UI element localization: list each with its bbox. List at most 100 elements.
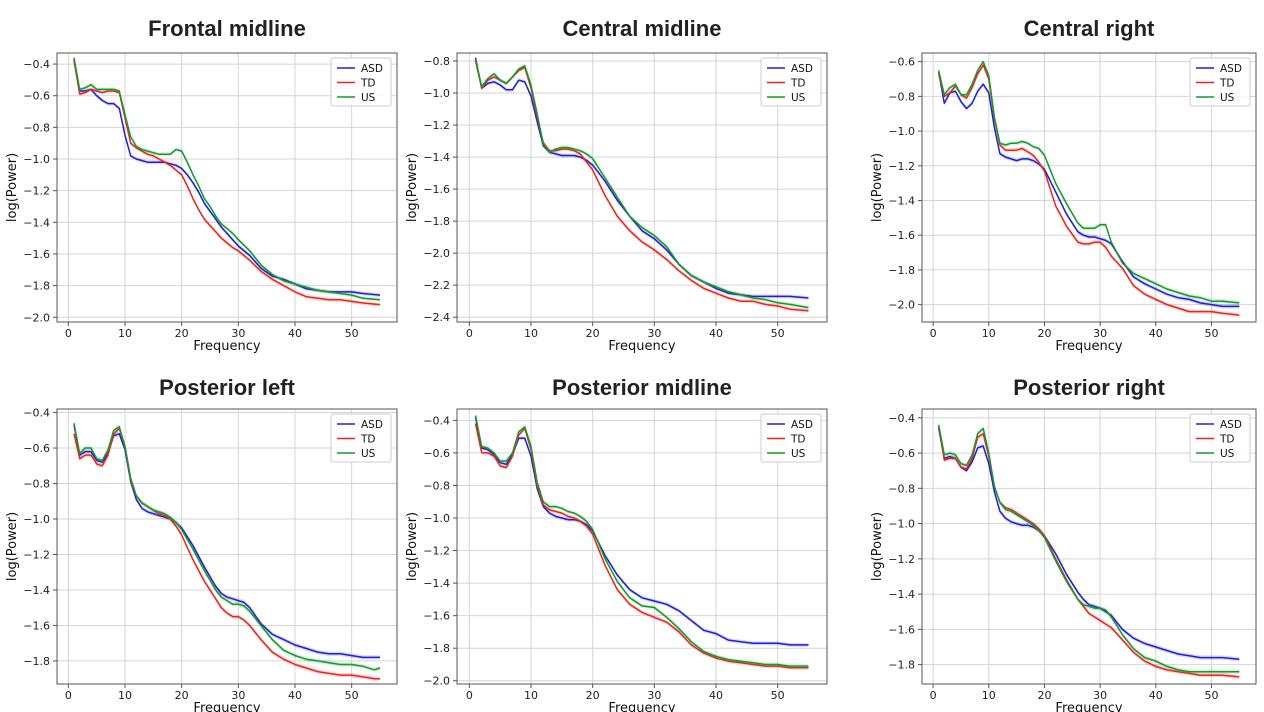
legend-box [330, 413, 392, 463]
y-tick-label: −1.4 [888, 195, 915, 208]
panel-0: Frontal midline 0 10 20 30 40 50 −2.0 −1.8 −1.6 −1… [5, 16, 398, 354]
y-tick-label: −1.4 [423, 151, 450, 164]
legend-label-asd: ASD [1220, 63, 1242, 75]
y-tick-label: −1.2 [423, 545, 450, 558]
legend-label-td: TD [790, 434, 806, 446]
y-tick-label: −0.4 [23, 407, 50, 420]
y-tick-label: −1.0 [888, 518, 915, 531]
x-tick-label: 30 [231, 689, 245, 702]
x-tick-label: 0 [466, 327, 473, 340]
legend-label-us: US [361, 448, 376, 460]
legend-label-asd: ASD [1220, 419, 1242, 431]
y-tick-label: −0.6 [23, 90, 50, 103]
x-tick-label: 40 [1149, 689, 1163, 702]
x-tick-label: 0 [466, 689, 473, 702]
y-tick-label: −1.2 [423, 119, 450, 132]
series-band-td [938, 424, 1240, 680]
legend-label-us: US [791, 92, 806, 104]
y-tick-label: −0.4 [888, 412, 915, 425]
legend-label-asd: ASD [791, 419, 813, 431]
panel-title: Posterior right [1013, 375, 1165, 400]
series-line-td [474, 60, 809, 312]
y-tick-label: −1.8 [888, 659, 915, 672]
y-axis-label: log(Power) [870, 153, 885, 222]
legend-label-td: TD [1219, 434, 1235, 446]
x-tick-label: 50 [1204, 327, 1218, 340]
x-tick-label: 30 [647, 689, 661, 702]
y-tick-label: −2.0 [423, 247, 450, 260]
y-tick-label: −1.6 [888, 229, 915, 242]
y-tick-label: −1.2 [888, 160, 915, 173]
x-tick-label: 40 [288, 327, 302, 340]
y-tick-label: −1.0 [423, 87, 450, 100]
panel-2: Central right 0 10 20 30 40 50 −2.0 −1.8 −1.6 −1.4… [870, 16, 1257, 354]
y-tick-label: −0.4 [23, 58, 50, 71]
axes-frame [56, 408, 398, 685]
y-axis-label: log(Power) [405, 153, 420, 222]
y-tick-label: −2.0 [423, 675, 450, 688]
x-axis-label: Frequency [1055, 701, 1122, 712]
y-tick-label: −2.0 [23, 311, 50, 324]
y-tick-label: −0.8 [423, 479, 450, 492]
x-tick-label: 50 [771, 689, 785, 702]
x-tick-label: 0 [65, 689, 72, 702]
y-tick-label: −1.6 [888, 623, 915, 636]
panel-title: Posterior left [159, 375, 295, 400]
y-tick-label: −0.8 [888, 90, 915, 103]
axes-frame [456, 52, 828, 323]
panel-1: Central midline 0 10 20 30 40 50 −2.4 −2.2 −2.0 −1… [405, 16, 828, 354]
x-axis-label: Frequency [193, 701, 260, 712]
axes-frame [921, 408, 1257, 685]
y-tick-label: −1.2 [23, 548, 50, 561]
y-tick-label: −0.8 [888, 482, 915, 495]
legend-box [1189, 57, 1251, 107]
x-tick-label: 30 [1093, 327, 1107, 340]
x-tick-label: 0 [930, 689, 937, 702]
series-band-td [475, 59, 809, 313]
series-line-asd [937, 428, 1240, 661]
y-tick-label: −0.4 [423, 414, 450, 427]
x-tick-label: 20 [586, 689, 600, 702]
legend-box [760, 57, 822, 107]
x-axis-label: Frequency [1055, 339, 1122, 354]
y-tick-label: −1.4 [888, 588, 915, 601]
y-tick-label: −0.6 [423, 447, 450, 460]
legend-label-us: US [1220, 448, 1235, 460]
x-tick-label: 0 [930, 327, 937, 340]
axes-frame [456, 408, 828, 685]
y-tick-label: −0.6 [888, 447, 915, 460]
y-tick-label: −1.0 [888, 125, 915, 138]
y-tick-label: −1.0 [423, 512, 450, 525]
x-tick-label: 30 [231, 327, 245, 340]
series-band-us [475, 57, 809, 310]
y-tick-label: −0.8 [23, 121, 50, 134]
series-line-td [73, 60, 381, 306]
y-tick-label: −2.2 [423, 279, 450, 292]
legend-label-us: US [361, 92, 376, 104]
x-tick-label: 20 [1037, 689, 1051, 702]
y-tick-label: −1.8 [23, 655, 50, 668]
series-band-td [475, 421, 809, 670]
panel-title: Posterior midline [552, 375, 732, 400]
y-tick-label: −2.0 [888, 299, 915, 312]
panel-4: Posterior midline 0 10 20 30 40 50 −2.0 −1.8 −1.6… [405, 375, 828, 712]
series-line-td [474, 423, 809, 669]
series-line-us [937, 60, 1240, 304]
panel-title: Frontal midline [148, 16, 306, 41]
panel-title: Central midline [563, 16, 722, 41]
axes-frame [56, 52, 398, 323]
panel-5: Posterior right 0 10 20 30 40 50 −1.8 −1.6 −1.4 −1… [870, 375, 1257, 712]
x-tick-label: 10 [524, 327, 538, 340]
y-tick-label: −1.8 [888, 264, 915, 277]
series-line-asd [474, 57, 809, 299]
series-line-us [474, 59, 809, 309]
x-tick-label: 20 [175, 327, 189, 340]
panel-3: Posterior left 0 10 20 30 40 50 −1.8 −1.6 −1.4 −1.… [5, 375, 398, 712]
series-band-us [475, 413, 809, 669]
series-band-td [74, 426, 380, 681]
legend-label-td: TD [1219, 78, 1235, 90]
x-axis-label: Frequency [608, 701, 675, 712]
y-tick-label: −1.8 [423, 215, 450, 228]
y-tick-label: −1.4 [423, 577, 450, 590]
